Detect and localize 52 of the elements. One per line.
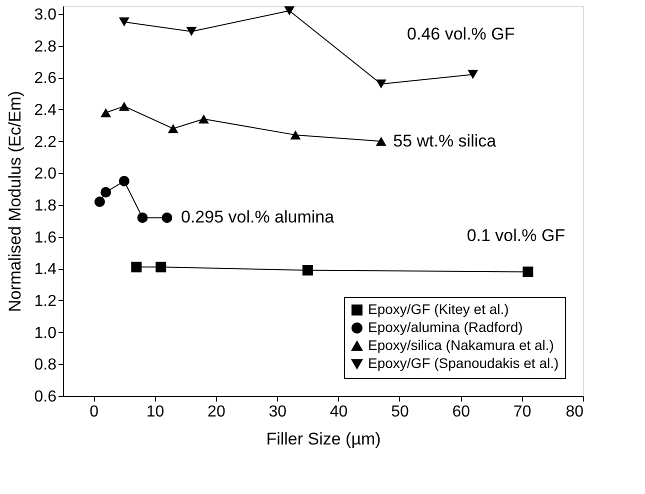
legend-label: Epoxy/alumina (Radford)	[368, 319, 523, 335]
y-tick-label: 1.0	[34, 324, 57, 342]
point	[290, 130, 301, 140]
x-tick-label: 0	[90, 404, 99, 420]
y-axis-title: Normalised Modulus (Ec/Em)	[5, 90, 24, 312]
legend-label: Epoxy/silica (Nakamura et al.)	[368, 337, 554, 353]
point	[118, 17, 130, 26]
point	[137, 212, 148, 223]
y-tick-label: 1.4	[34, 261, 57, 278]
point	[376, 79, 386, 89]
point	[522, 266, 534, 278]
y-tick-label: 1.8	[34, 197, 57, 214]
annotation: 55 wt.% silica	[393, 131, 497, 150]
point	[168, 124, 178, 134]
point	[118, 102, 130, 111]
annotation: 0.1 vol.% GF	[466, 226, 566, 245]
point	[468, 70, 478, 79]
point	[94, 196, 105, 208]
y-tick-label: 2.8	[34, 38, 57, 56]
annotation: 0.46 vol.% GF	[407, 24, 515, 44]
y-tick-label: 2.4	[34, 102, 57, 119]
y-tick-label: 1.6	[34, 229, 57, 246]
point	[100, 108, 112, 118]
y-tick-label: 3.0	[34, 6, 57, 24]
point	[302, 265, 313, 276]
y-tick-label: 2.6	[34, 70, 57, 88]
y-tick-label: 1.2	[34, 292, 57, 310]
x-tick-label: 70	[513, 404, 532, 420]
x-tick-label: 80	[566, 404, 584, 420]
point	[162, 212, 172, 223]
point	[284, 6, 295, 16]
annotation: 0.295 vol.% alumina	[181, 208, 335, 227]
point	[186, 26, 197, 36]
x-tick-label: 30	[268, 404, 287, 420]
point	[118, 176, 130, 186]
x-tick-label: 40	[330, 404, 348, 420]
legend-label: Epoxy/GF (Kitey et al.)	[368, 301, 509, 317]
y-tick-label: 0.6	[34, 388, 57, 406]
point	[156, 262, 166, 272]
x-tick-label: 10	[146, 404, 164, 420]
x-tick-label: 20	[208, 404, 226, 420]
y-tick-label: 2.0	[34, 166, 57, 183]
x-tick-label: 60	[452, 404, 470, 420]
x-tick-label: 50	[391, 404, 409, 420]
y-tick-label: 2.2	[34, 134, 57, 151]
point	[376, 136, 386, 146]
point	[100, 187, 112, 198]
y-tick-label: 0.8	[34, 356, 57, 374]
x-axis-title: Filler Size (µm)	[266, 430, 381, 448]
point	[131, 262, 142, 272]
point	[198, 114, 209, 124]
legend-label: Epoxy/GF (Spanoudakis et al.)	[368, 355, 559, 371]
